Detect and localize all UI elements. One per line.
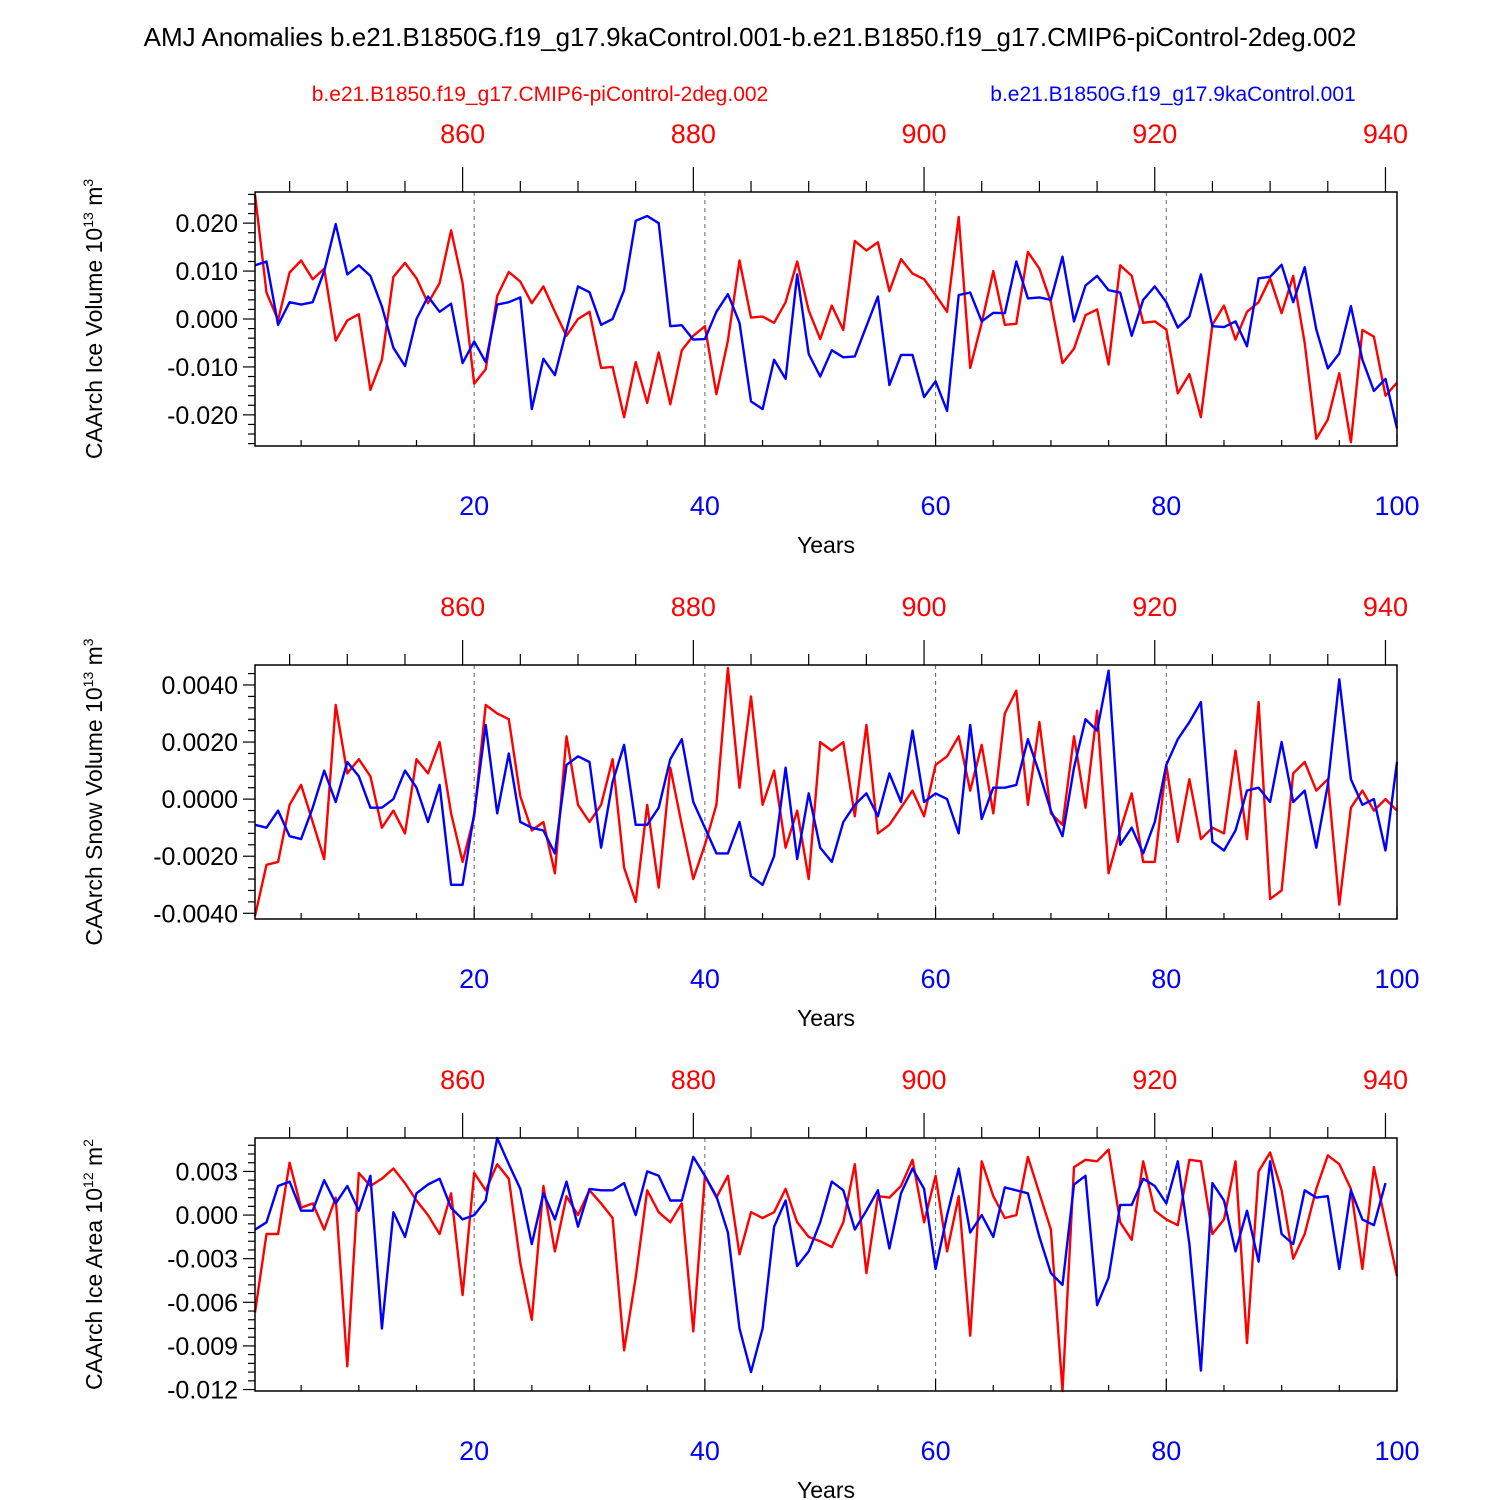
y-axis-label: CAArch Ice Volume 1013 m3 [80, 179, 107, 460]
y-axis-label-text: CAArch Ice Volume 10 [81, 228, 107, 459]
y-axis-label-exponent: 12 [80, 1172, 96, 1188]
x-axis-label: Years [797, 1477, 855, 1500]
y-tick-label: -0.0020 [153, 843, 238, 871]
legend-red-series-name: b.e21.B1850.f19_g17.CMIP6-piControl-2deg… [312, 83, 768, 106]
x-tick-label-bottom: 20 [459, 491, 489, 521]
x-tick-label-bottom: 80 [1151, 964, 1181, 994]
y-tick-label: -0.006 [167, 1289, 238, 1317]
y-axis-label-unit: m [81, 1147, 107, 1173]
x-tick-label-bottom: 100 [1374, 1436, 1419, 1466]
y-axis-label-unit: m [81, 187, 107, 213]
y-axis-label-unit: m [81, 646, 107, 672]
legend-blue-series-name: b.e21.B1850G.f19_g17.9kaControl.001 [990, 83, 1355, 106]
y-tick-label: 0.000 [175, 306, 238, 334]
x-tick-label-bottom: 40 [690, 964, 720, 994]
x-axis-label: Years [797, 1005, 855, 1031]
y-tick-label: 0.010 [175, 258, 238, 286]
x-tick-label-top: 900 [902, 119, 947, 149]
y-tick-label: 0.003 [175, 1158, 238, 1186]
plot-frame [254, 1137, 1398, 1392]
series-line-red [253, 194, 1398, 444]
series-line-red [253, 1148, 1399, 1393]
series-line-blue [254, 214, 1399, 429]
x-tick-label-top: 880 [671, 1065, 716, 1095]
y-tick-label: -0.020 [167, 402, 238, 430]
y-axis-label-unit-exponent: 3 [80, 638, 96, 646]
series-line-blue [254, 1136, 1387, 1374]
y-tick-label: 0.0020 [162, 729, 238, 757]
chart-panel-1: 20 40 60 80 100 860 880 900 920 940 -0.020 -0.010 0.… [80, 119, 1420, 558]
y-axis-label-exponent: 13 [80, 212, 96, 228]
y-tick-label: -0.003 [167, 1246, 238, 1274]
y-axis-label-text: CAArch Ice Area 10 [81, 1188, 107, 1390]
figure-title: AMJ Anomalies b.e21.B1850G.f19_g17.9kaCo… [144, 22, 1357, 52]
x-tick-label-bottom: 100 [1374, 964, 1419, 994]
y-tick-label: 0.0000 [162, 786, 238, 814]
x-tick-label-top: 940 [1363, 592, 1408, 622]
x-tick-label-bottom: 60 [921, 1436, 951, 1466]
x-tick-label-top: 920 [1132, 1065, 1177, 1095]
plot-frame [254, 664, 1398, 920]
x-tick-label-bottom: 20 [459, 1436, 489, 1466]
x-axis-label: Years [797, 532, 855, 558]
y-tick-label: -0.012 [167, 1377, 238, 1405]
x-tick-label-bottom: 20 [459, 964, 489, 994]
y-axis-label: CAArch Snow Volume 1013 m3 [80, 638, 107, 945]
x-tick-label-top: 940 [1363, 119, 1408, 149]
y-axis-label-unit-exponent: 3 [80, 179, 96, 187]
y-axis-label: CAArch Ice Area 1012 m2 [80, 1139, 107, 1390]
chart-panel-3: 20 40 60 80 100 860 880 900 920 940 -0.012 -0.009 -0… [80, 1065, 1420, 1500]
x-tick-label-top: 860 [440, 1065, 485, 1095]
x-tick-label-top: 940 [1363, 1065, 1408, 1095]
x-tick-label-bottom: 100 [1374, 491, 1419, 521]
series-line-red [253, 666, 1398, 917]
y-tick-label: -0.009 [167, 1333, 238, 1361]
y-tick-label: 0.020 [175, 210, 238, 238]
x-tick-label-bottom: 60 [921, 964, 951, 994]
x-tick-label-bottom: 80 [1151, 1436, 1181, 1466]
y-tick-label: -0.0040 [153, 900, 238, 928]
x-tick-label-top: 860 [440, 119, 485, 149]
chart-panel-2: 20 40 60 80 100 860 880 900 920 940 -0.0040 -0.0020… [80, 592, 1420, 1031]
x-tick-label-bottom: 40 [690, 1436, 720, 1466]
x-tick-label-top: 900 [902, 592, 947, 622]
series-line-blue [254, 669, 1399, 886]
y-tick-label: -0.010 [167, 354, 238, 382]
x-tick-label-top: 880 [671, 592, 716, 622]
x-tick-label-bottom: 40 [690, 491, 720, 521]
x-tick-label-bottom: 80 [1151, 491, 1181, 521]
x-tick-label-top: 900 [902, 1065, 947, 1095]
panels: 20 40 60 80 100 860 880 900 920 940 -0.020 -0.010 0.… [80, 119, 1420, 1500]
y-axis-label-text: CAArch Snow Volume 10 [81, 687, 107, 945]
x-tick-label-top: 920 [1132, 119, 1177, 149]
y-tick-label: 0.0040 [162, 672, 238, 700]
y-axis-label-unit-exponent: 2 [80, 1139, 96, 1147]
y-axis-label-exponent: 13 [80, 672, 96, 688]
x-tick-label-top: 920 [1132, 592, 1177, 622]
x-tick-label-top: 860 [440, 592, 485, 622]
y-tick-label: 0.000 [175, 1202, 238, 1230]
x-tick-label-bottom: 60 [921, 491, 951, 521]
x-tick-label-top: 880 [671, 119, 716, 149]
